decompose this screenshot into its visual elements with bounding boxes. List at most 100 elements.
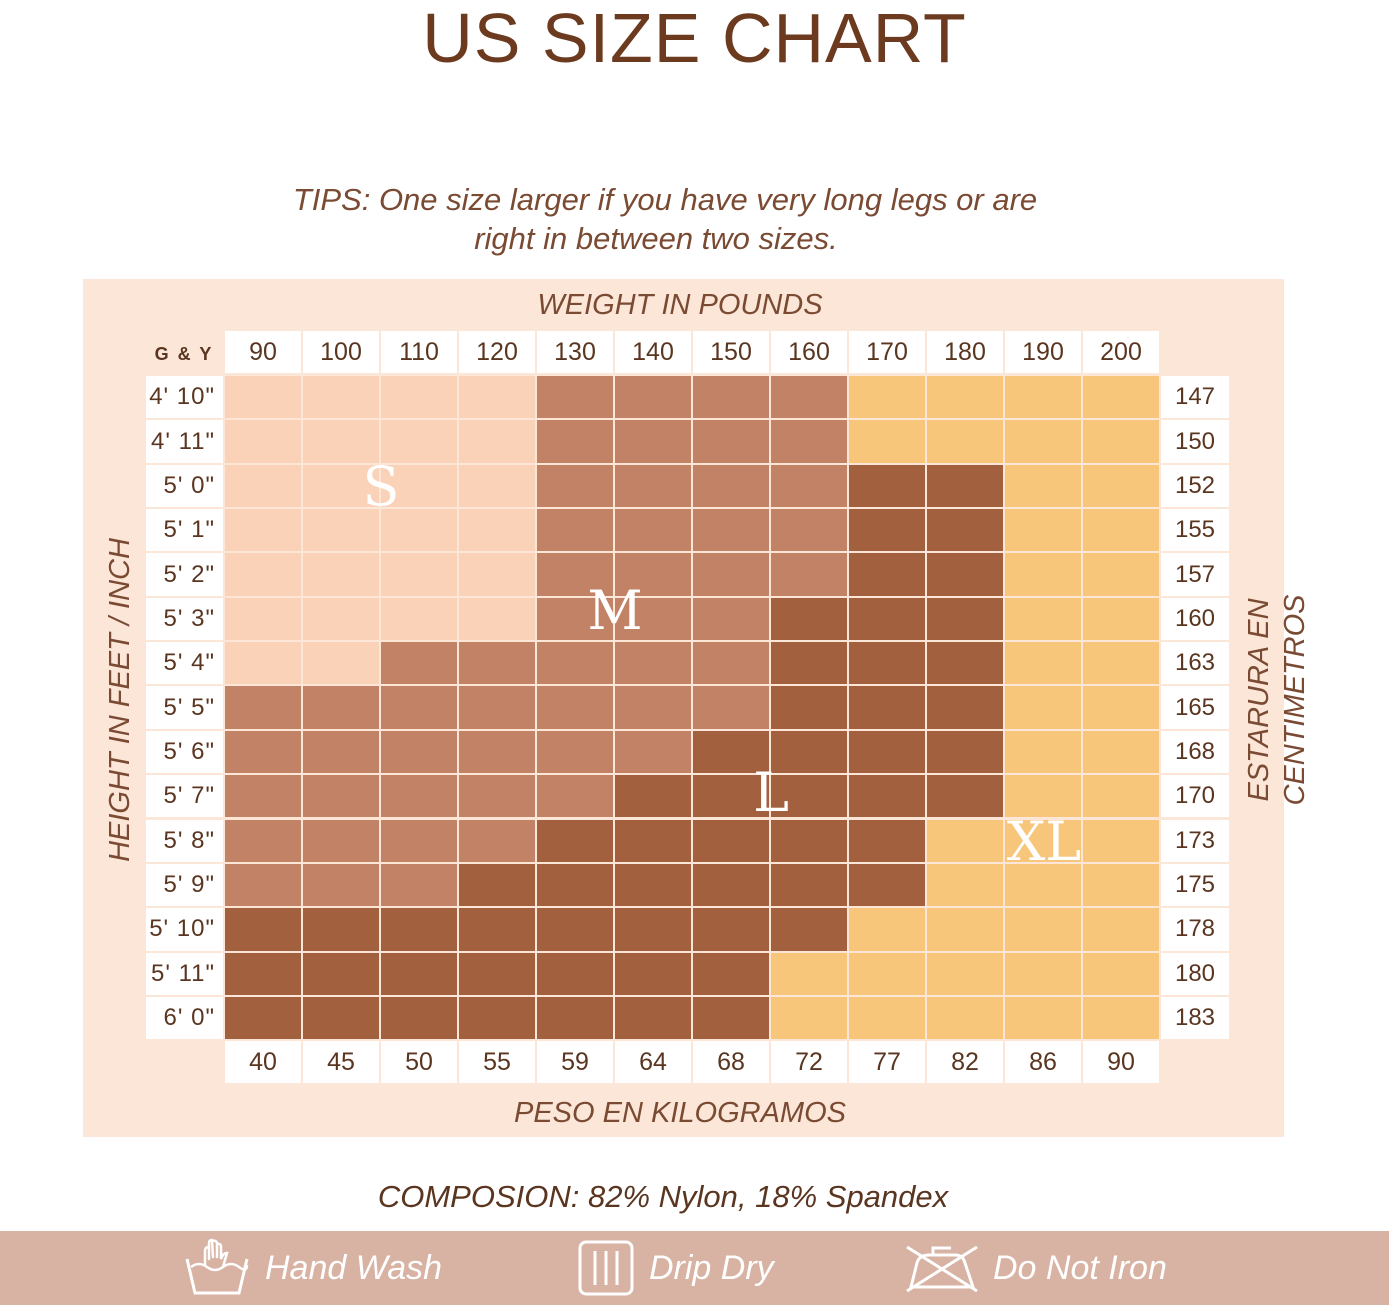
- grid-cell: [537, 686, 613, 729]
- do-not-iron-icon: [905, 1243, 979, 1293]
- grid-cell: [1005, 553, 1081, 596]
- height-ft-tick: 5' 3": [146, 597, 223, 641]
- grid-cell: [225, 819, 301, 862]
- height-ft-tick: 6' 0": [146, 996, 223, 1040]
- grid-cell: [693, 686, 769, 729]
- weight-lb-tick: 120: [459, 331, 535, 373]
- grid-cell: [849, 819, 925, 862]
- grid-cell: [771, 996, 847, 1040]
- y-axis-label-right: ESTARURA EN CENTIMETROS: [1243, 594, 1311, 806]
- grid-cell: [1083, 863, 1159, 907]
- height-ft-tick: 5' 9": [146, 863, 223, 907]
- grid-cell: [849, 509, 925, 552]
- grid-cell: [693, 376, 769, 419]
- weight-lb-tick: 110: [381, 331, 457, 373]
- grid-cell: [693, 819, 769, 862]
- height-ft-tick: 5' 1": [146, 509, 223, 552]
- weight-lb-tick: 180: [927, 331, 1003, 373]
- grid-cell: [693, 952, 769, 995]
- grid-cell: [303, 775, 379, 818]
- height-ft-tick: 5' 7": [146, 775, 223, 818]
- grid-cell: [381, 553, 457, 596]
- composition-text: COMPOSION: 82% Nylon, 18% Spandex: [377, 1179, 949, 1214]
- corner-label: G & Y: [154, 343, 214, 364]
- grid-cell: [537, 996, 613, 1040]
- grid-cell: [693, 863, 769, 907]
- grid-cell: [1005, 952, 1081, 995]
- grid-cell: [303, 863, 379, 907]
- grid-cell: [693, 775, 769, 818]
- grid-cell: [1005, 597, 1081, 641]
- weight-lb-tick: 100: [303, 331, 379, 373]
- care-label-drip-dry: Drip Dry: [649, 1248, 774, 1287]
- grid-cell: [927, 819, 1003, 862]
- grid-cell: [693, 509, 769, 552]
- grid-cell: [615, 686, 691, 729]
- grid-cell: [615, 775, 691, 818]
- grid-cell: [927, 996, 1003, 1040]
- grid-cell: [615, 464, 691, 508]
- grid-cell: [1005, 420, 1081, 463]
- height-ft-tick: 5' 4": [146, 642, 223, 685]
- height-ft-tick: 5' 8": [146, 819, 223, 862]
- grid-cell: [1083, 775, 1159, 818]
- grid-cell: [927, 509, 1003, 552]
- grid-cell: [537, 908, 613, 951]
- grid-cell: [537, 730, 613, 774]
- grid-cell: [927, 420, 1003, 463]
- height-cm-tick: 178: [1161, 908, 1229, 951]
- size-label-s: S: [362, 454, 400, 518]
- height-ft-tick: 5' 10": [146, 908, 223, 951]
- grid-cell: [303, 686, 379, 729]
- drip-dry-icon: [577, 1239, 635, 1297]
- grid-cell: [771, 420, 847, 463]
- grid-cell: [303, 819, 379, 862]
- grid-cell: [1005, 819, 1081, 862]
- height-ft-tick: 4' 11": [146, 420, 223, 463]
- grid-cell: [615, 819, 691, 862]
- grid-cell: [303, 509, 379, 552]
- grid-cell: [693, 908, 769, 951]
- weight-kg-tick: 55: [459, 1041, 535, 1084]
- grid-cell: [303, 730, 379, 774]
- grid-cell: [225, 464, 301, 508]
- grid-cell: [1083, 420, 1159, 463]
- page-title: US SIZE CHART: [422, 0, 967, 77]
- care-item-drip-dry: Drip Dry: [577, 1231, 774, 1305]
- grid-cell: [1083, 819, 1159, 862]
- height-cm-tick: 163: [1161, 642, 1229, 685]
- grid-cell: [459, 376, 535, 419]
- size-label-m: M: [587, 579, 643, 643]
- grid-cell: [537, 420, 613, 463]
- height-cm-tick: 180: [1161, 952, 1229, 995]
- grid-cell: [927, 597, 1003, 641]
- grid-cell: [693, 464, 769, 508]
- grid-cell: [459, 509, 535, 552]
- grid-cell: [927, 952, 1003, 995]
- grid-cell: [381, 642, 457, 685]
- height-cm-tick: 165: [1161, 686, 1229, 729]
- grid-cell: [225, 553, 301, 596]
- grid-cell: [381, 376, 457, 419]
- tips-line-2: right in between two sizes.: [474, 221, 838, 256]
- grid-cell: [381, 908, 457, 951]
- grid-cell: [459, 420, 535, 463]
- grid-cell: [303, 908, 379, 951]
- grid-cell: [303, 642, 379, 685]
- weight-lb-tick: 200: [1083, 331, 1159, 373]
- grid-cell: [771, 775, 847, 818]
- height-ft-tick: 4' 10": [146, 376, 223, 419]
- grid-cell: [1083, 597, 1159, 641]
- grid-cell: [225, 908, 301, 951]
- grid-cell: [771, 730, 847, 774]
- grid-cell: [225, 420, 301, 463]
- grid-cell: [537, 863, 613, 907]
- grid-cell: [693, 553, 769, 596]
- grid-cell: [459, 863, 535, 907]
- grid-cell: [225, 863, 301, 907]
- grid-cell: [225, 952, 301, 995]
- y-axis-label-left: HEIGHT IN FEET / INCH: [104, 538, 136, 862]
- weight-kg-tick: 68: [693, 1041, 769, 1084]
- grid-cell: [927, 686, 1003, 729]
- grid-cell: [771, 509, 847, 552]
